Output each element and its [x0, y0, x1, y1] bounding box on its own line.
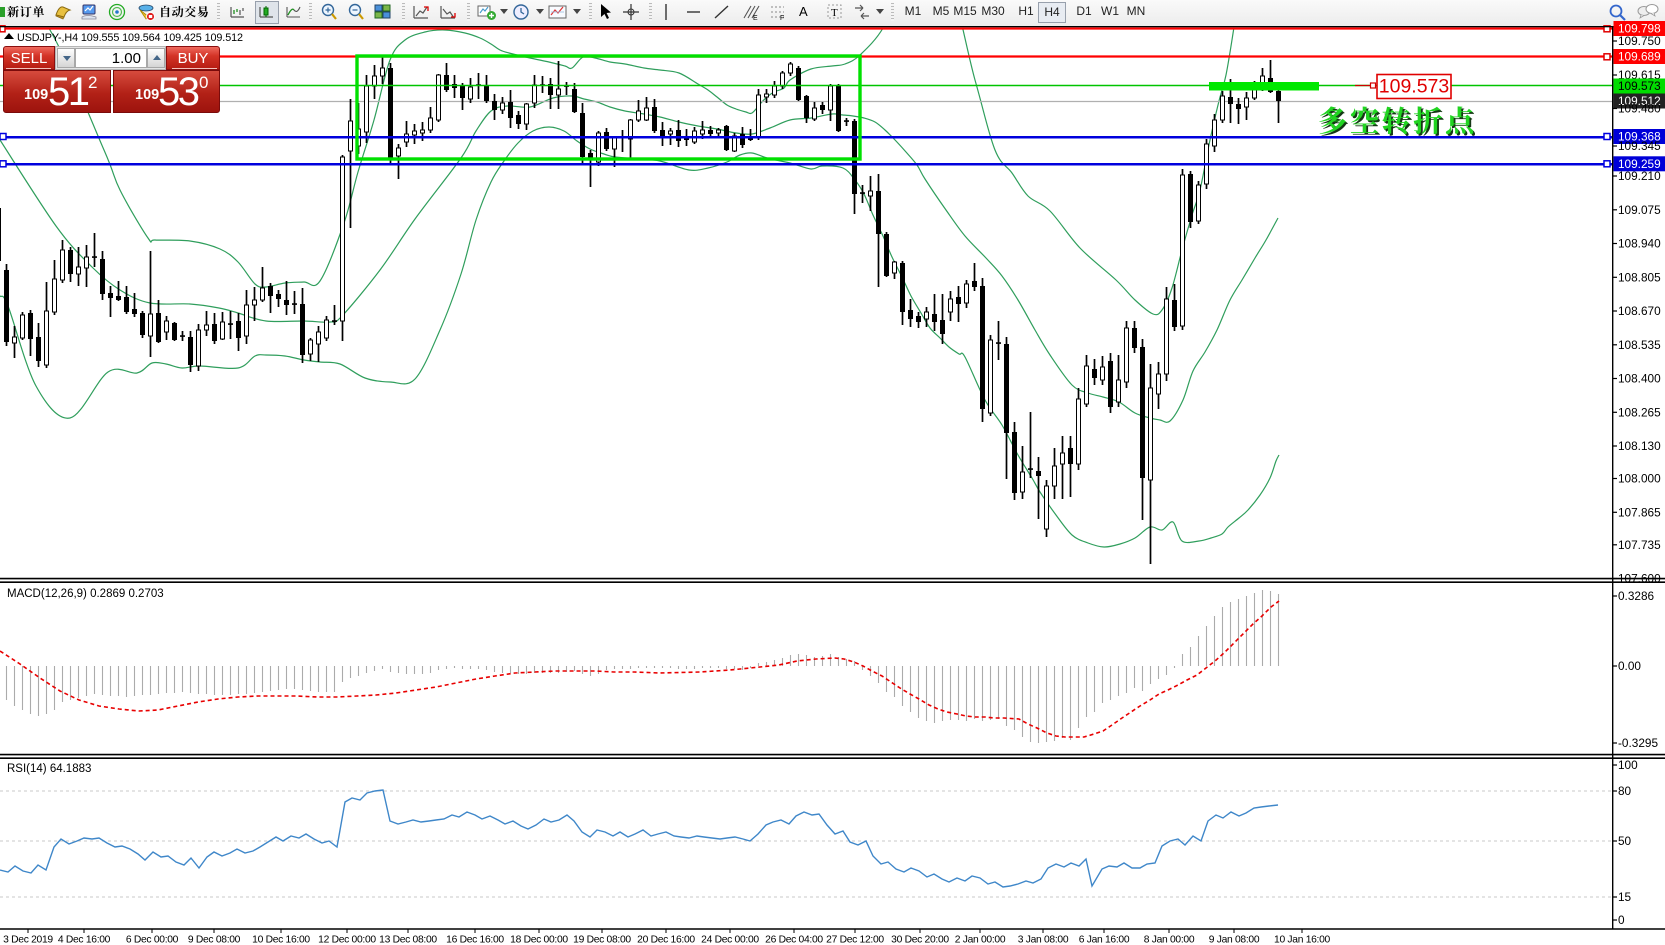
svg-text:2 Jan 00:00: 2 Jan 00:00	[955, 935, 1006, 945]
svg-text:18 Dec 00:00: 18 Dec 00:00	[510, 935, 568, 945]
svg-text:F: F	[780, 15, 784, 21]
svg-text:9 Dec 08:00: 9 Dec 08:00	[188, 935, 241, 945]
svg-text:24 Dec 00:00: 24 Dec 00:00	[701, 935, 759, 945]
svg-text:0.00: 0.00	[1618, 659, 1641, 673]
svg-text:3 Dec 2019: 3 Dec 2019	[3, 935, 53, 945]
svg-text:100: 100	[1618, 758, 1638, 772]
svg-text:27 Dec 12:00: 27 Dec 12:00	[826, 935, 884, 945]
svg-text:109.259: 109.259	[1618, 157, 1661, 171]
svg-text:109.573: 109.573	[1379, 76, 1450, 98]
svg-text:3 Jan 08:00: 3 Jan 08:00	[1018, 935, 1069, 945]
svg-text:4 Dec 16:00: 4 Dec 16:00	[58, 935, 111, 945]
svg-text:20 Dec 16:00: 20 Dec 16:00	[637, 935, 695, 945]
svg-text:80: 80	[1618, 784, 1632, 798]
svg-text:109.368: 109.368	[1618, 130, 1661, 144]
svg-text:26 Dec 04:00: 26 Dec 04:00	[765, 935, 823, 945]
svg-text:50: 50	[1618, 834, 1632, 848]
svg-text:109.075: 109.075	[1618, 203, 1661, 217]
svg-text:USDJPY-,H4 109.555 109.564 10: USDJPY-,H4 109.555 109.564 109.425 109.5…	[17, 32, 243, 44]
svg-text:109.573: 109.573	[1618, 79, 1661, 93]
svg-text:15: 15	[1618, 890, 1632, 904]
svg-text:6 Dec 00:00: 6 Dec 00:00	[126, 935, 179, 945]
svg-text:108.940: 108.940	[1618, 237, 1661, 251]
svg-text:10 Jan 16:00: 10 Jan 16:00	[1274, 935, 1331, 945]
svg-text:RSI(14) 64.1883: RSI(14) 64.1883	[7, 763, 91, 775]
svg-text:107.735: 107.735	[1618, 538, 1661, 552]
svg-text:10 Dec 16:00: 10 Dec 16:00	[252, 935, 310, 945]
svg-text:108.130: 108.130	[1618, 439, 1661, 453]
svg-text:8 Jan 00:00: 8 Jan 00:00	[1144, 935, 1195, 945]
svg-text:MACD(12,26,9) 0.2869 0.2703: MACD(12,26,9) 0.2869 0.2703	[7, 588, 164, 600]
svg-text:109.750: 109.750	[1618, 34, 1661, 48]
svg-text:109.689: 109.689	[1618, 50, 1661, 64]
svg-text:109.798: 109.798	[1618, 22, 1661, 36]
svg-text:19 Dec 08:00: 19 Dec 08:00	[573, 935, 631, 945]
svg-text:16 Dec 16:00: 16 Dec 16:00	[446, 935, 504, 945]
svg-text:107.600: 107.600	[1618, 572, 1661, 586]
svg-text:108.265: 108.265	[1618, 406, 1661, 420]
svg-text:107.865: 107.865	[1618, 506, 1661, 520]
svg-text:109.345: 109.345	[1618, 139, 1661, 153]
svg-text:-0.3295: -0.3295	[1618, 736, 1658, 750]
svg-text:109.480: 109.480	[1618, 102, 1661, 116]
svg-text:0: 0	[1618, 913, 1625, 927]
svg-text:108.535: 108.535	[1618, 338, 1661, 352]
svg-text:108.000: 108.000	[1618, 472, 1661, 486]
svg-text:13 Dec 08:00: 13 Dec 08:00	[379, 935, 437, 945]
svg-text:12 Dec 00:00: 12 Dec 00:00	[318, 935, 376, 945]
svg-text:109.210: 109.210	[1618, 169, 1661, 183]
svg-text:0.3286: 0.3286	[1618, 589, 1655, 603]
svg-text:E: E	[753, 15, 758, 21]
svg-text:T: T	[831, 7, 838, 19]
svg-text:6 Jan 16:00: 6 Jan 16:00	[1079, 935, 1130, 945]
svg-text:108.400: 108.400	[1618, 372, 1661, 386]
svg-text:109.512: 109.512	[1618, 94, 1661, 108]
svg-text:108.805: 108.805	[1618, 271, 1661, 285]
svg-text:108.670: 108.670	[1618, 304, 1661, 318]
svg-text:9 Jan 08:00: 9 Jan 08:00	[1209, 935, 1260, 945]
svg-text:30 Dec 20:00: 30 Dec 20:00	[891, 935, 949, 945]
